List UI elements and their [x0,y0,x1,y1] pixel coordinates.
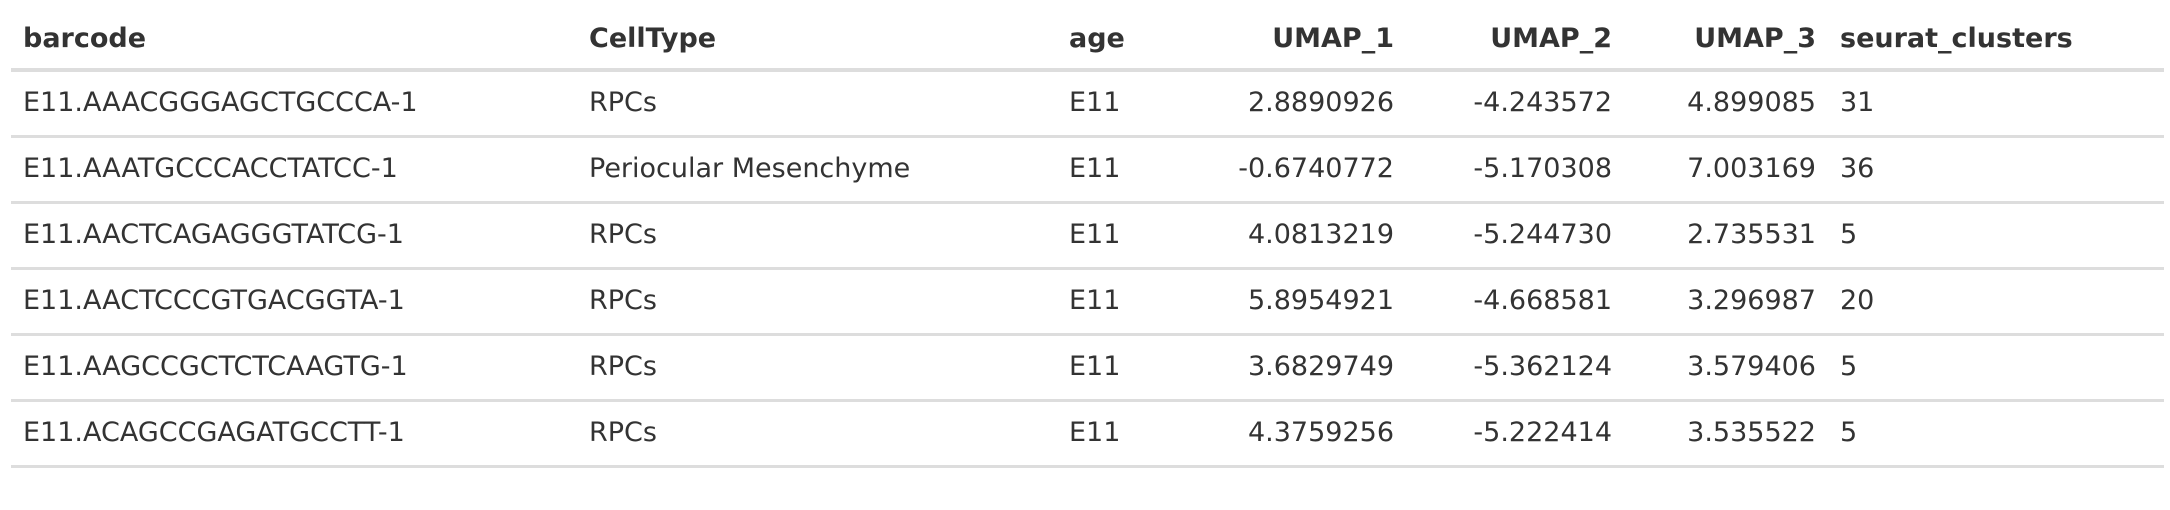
column-header-celltype: CellType [577,11,1057,72]
table-row: E11.AAATGCCCACCTATCC-1 Periocular Mesench… [11,136,2164,204]
cell-barcode: E11.AACTCCCGTGACGGTA-1 [11,268,577,336]
cell-barcode: E11.AACTCAGAGGGTATCG-1 [11,202,577,270]
table-row: E11.AACTCAGAGGGTATCG-1 RPCs E11 4.0813219 -5… [11,202,2164,270]
column-header-age: age [1057,11,1193,72]
cell-age: E11 [1057,334,1193,402]
cell-celltype: RPCs [577,400,1057,468]
cell-clusters: 36 [1828,136,2164,204]
data-table-container: barcode CellType age UMAP_1 UMAP_2 UMAP_3 seur… [11,11,2164,468]
cell-umap1: 4.3759256 [1193,400,1406,468]
cell-umap2: -4.668581 [1406,268,1624,336]
table-body: E11.AAACGGGAGCTGCCCA-1 RPCs E11 2.8890926 -4… [11,70,2164,468]
cell-celltype: RPCs [577,202,1057,270]
cell-umap1: 5.8954921 [1193,268,1406,336]
table-row: E11.AAGCCGCTCTCAAGTG-1 RPCs E11 3.6829749 -5… [11,334,2164,402]
cell-umap3: 3.579406 [1624,334,1828,402]
column-header-umap3: UMAP_3 [1624,11,1828,72]
cell-barcode: E11.ACAGCCGAGATGCCTT-1 [11,400,577,468]
cell-age: E11 [1057,136,1193,204]
cell-clusters: 31 [1828,70,2164,138]
column-header-umap2: UMAP_2 [1406,11,1624,72]
cell-age: E11 [1057,268,1193,336]
cell-age: E11 [1057,70,1193,138]
cell-umap2: -4.243572 [1406,70,1624,138]
cell-umap2: -5.170308 [1406,136,1624,204]
cell-umap2: -5.362124 [1406,334,1624,402]
cell-clusters: 5 [1828,202,2164,270]
table-header: barcode CellType age UMAP_1 UMAP_2 UMAP_3 seur… [11,11,2164,72]
cell-barcode: E11.AAACGGGAGCTGCCCA-1 [11,70,577,138]
table-row: E11.AACTCCCGTGACGGTA-1 RPCs E11 5.8954921 -4… [11,268,2164,336]
data-table: barcode CellType age UMAP_1 UMAP_2 UMAP_3 seur… [11,11,2164,468]
cell-umap3: 7.003169 [1624,136,1828,204]
table-row: E11.AAACGGGAGCTGCCCA-1 RPCs E11 2.8890926 -4… [11,70,2164,138]
cell-umap3: 3.535522 [1624,400,1828,468]
column-header-clusters: seurat_clusters [1828,11,2164,72]
cell-celltype: RPCs [577,70,1057,138]
cell-umap3: 3.296987 [1624,268,1828,336]
cell-umap1: 2.8890926 [1193,70,1406,138]
cell-umap1: 3.6829749 [1193,334,1406,402]
cell-umap1: 4.0813219 [1193,202,1406,270]
cell-barcode: E11.AAGCCGCTCTCAAGTG-1 [11,334,577,402]
cell-umap2: -5.244730 [1406,202,1624,270]
cell-clusters: 20 [1828,268,2164,336]
table-row: E11.ACAGCCGAGATGCCTT-1 RPCs E11 4.3759256 -5… [11,400,2164,468]
cell-umap1: -0.6740772 [1193,136,1406,204]
header-row: barcode CellType age UMAP_1 UMAP_2 UMAP_3 seur… [11,11,2164,72]
cell-celltype: Periocular Mesenchyme [577,136,1057,204]
cell-umap3: 2.735531 [1624,202,1828,270]
column-header-barcode: barcode [11,11,577,72]
cell-age: E11 [1057,202,1193,270]
column-header-umap1: UMAP_1 [1193,11,1406,72]
cell-umap3: 4.899085 [1624,70,1828,138]
cell-barcode: E11.AAATGCCCACCTATCC-1 [11,136,577,204]
cell-clusters: 5 [1828,400,2164,468]
cell-umap2: -5.222414 [1406,400,1624,468]
cell-age: E11 [1057,400,1193,468]
cell-celltype: RPCs [577,268,1057,336]
cell-celltype: RPCs [577,334,1057,402]
cell-clusters: 5 [1828,334,2164,402]
